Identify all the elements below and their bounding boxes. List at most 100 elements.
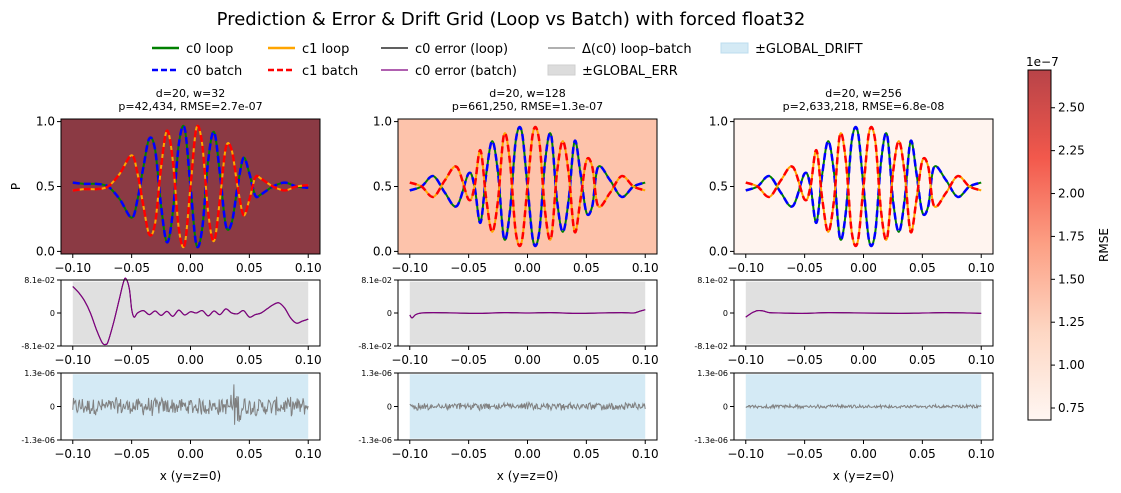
legend-label: c0 error (loop)	[415, 42, 508, 57]
x-axis-label: x (y=z=0)	[160, 469, 221, 483]
x-tick-label: −0.05	[113, 353, 150, 367]
x-tick-label: −0.05	[450, 261, 487, 275]
y-tick-label: 1.3e-06	[697, 369, 728, 378]
x-tick-label: −0.05	[786, 261, 823, 275]
colorbar-tick-label: 1.75	[1058, 229, 1085, 243]
x-tick-label: 0.10	[295, 353, 322, 367]
x-tick-label: 0.05	[573, 261, 600, 275]
y-tick-label: 0.0	[36, 244, 55, 258]
global-err-band	[72, 281, 309, 345]
legend: c0 loop c0 batch c1 loop c1 batch c0 error (…	[152, 42, 863, 79]
panel-title-line2: p=2,633,218, RMSE=6.8e-08	[783, 100, 945, 113]
x-tick-label: 0.10	[295, 261, 322, 275]
y-axis-label: P	[9, 183, 23, 190]
drift-line	[409, 400, 646, 412]
panel-column-1: d=20, w=32p=42,434, RMSE=2.7e-07 0.0 0.5 1.…	[9, 87, 322, 483]
y-tick-label: 8.1e-02	[24, 276, 55, 285]
x-tick-label: −0.10	[727, 447, 764, 461]
y-tick-label: -1.3e-06	[694, 436, 728, 445]
series-line-batch-1	[72, 124, 309, 249]
y-tick-label: 1.0	[709, 115, 728, 129]
legend-label: ±GLOBAL_DRIFT	[755, 42, 863, 57]
x-tick-label: 0.10	[632, 353, 659, 367]
x-axis-label: x (y=z=0)	[833, 469, 894, 483]
y-tick-label: 1.3e-06	[361, 369, 392, 378]
y-tick-label: -1.3e-06	[358, 436, 392, 445]
legend-label: Δ(c0) loop–batch	[582, 42, 692, 57]
x-tick-label: −0.05	[450, 353, 487, 367]
x-tick-label: 0.05	[909, 353, 936, 367]
y-tick-label: 0	[387, 403, 392, 412]
legend-label: c0 batch	[186, 64, 242, 79]
error-line-batch	[745, 309, 982, 318]
colorbar-tick-label: 2.50	[1058, 101, 1085, 115]
colorbar-label: RMSE	[1097, 228, 1111, 262]
x-tick-label: −0.10	[391, 447, 428, 461]
y-tick-label: 0.0	[709, 244, 728, 258]
x-tick-label: 0.10	[968, 353, 995, 367]
y-tick-label: 1.3e-06	[24, 369, 55, 378]
colorbar-tick-label: 0.75	[1058, 401, 1085, 415]
legend-label: c1 batch	[302, 64, 358, 79]
x-tick-label: 0.00	[514, 353, 541, 367]
y-tick-label: 0.5	[373, 180, 392, 194]
y-tick-label: 1.0	[373, 115, 392, 129]
x-tick-label: −0.10	[54, 261, 91, 275]
y-tick-label: 0	[387, 309, 392, 318]
x-tick-label: −0.05	[113, 261, 150, 275]
panel-title-line1: d=20, w=128	[489, 87, 565, 100]
y-tick-label: -8.1e-02	[694, 342, 728, 351]
series-line-batch-1	[745, 125, 982, 248]
x-tick-label: 0.10	[968, 447, 995, 461]
x-tick-label: 0.00	[850, 353, 877, 367]
panel-title-line1: d=20, w=256	[825, 87, 901, 100]
x-tick-label: −0.10	[727, 353, 764, 367]
error-line-batch	[409, 309, 646, 319]
x-tick-label: 0.05	[909, 447, 936, 461]
x-tick-label: −0.10	[54, 447, 91, 461]
panel-title-line1: d=20, w=32	[156, 87, 225, 100]
y-tick-label: 0.5	[36, 180, 55, 194]
x-tick-label: 0.05	[236, 261, 263, 275]
y-tick-label: 0.5	[709, 180, 728, 194]
x-tick-label: 0.00	[514, 261, 541, 275]
global-drift-band	[72, 374, 309, 439]
error-line-batch	[72, 277, 309, 346]
x-tick-label: 0.05	[573, 447, 600, 461]
legend-patch	[547, 64, 576, 76]
x-tick-label: 0.05	[573, 353, 600, 367]
y-tick-label: 8.1e-02	[697, 276, 728, 285]
panel-title-line2: p=42,434, RMSE=2.7e-07	[118, 100, 262, 113]
x-tick-label: 0.00	[850, 447, 877, 461]
x-tick-label: 0.00	[177, 261, 204, 275]
colorbar-exponent: 1e−7	[1026, 55, 1059, 69]
series-line-batch-0	[409, 125, 646, 248]
x-tick-label: −0.10	[391, 261, 428, 275]
y-tick-label: 1.0	[36, 115, 55, 129]
x-tick-label: 0.00	[850, 261, 877, 275]
x-tick-label: 0.10	[295, 447, 322, 461]
y-tick-label: 0	[50, 309, 55, 318]
panel-grid: d=20, w=32p=42,434, RMSE=2.7e-07 0.0 0.5 1.…	[9, 87, 995, 483]
x-tick-label: −0.10	[727, 261, 764, 275]
x-tick-label: 0.00	[177, 447, 204, 461]
x-tick-label: 0.00	[177, 353, 204, 367]
drift-line	[745, 402, 982, 410]
x-tick-label: −0.05	[113, 447, 150, 461]
colorbar-tick-label: 1.50	[1058, 272, 1085, 286]
y-tick-label: 8.1e-02	[361, 276, 392, 285]
colorbar-tick-label: 1.25	[1058, 315, 1085, 329]
y-tick-label: 0	[723, 403, 728, 412]
x-tick-label: 0.10	[632, 261, 659, 275]
drift-line	[72, 384, 309, 425]
colorbar-tick-label: 2.25	[1058, 144, 1085, 158]
x-tick-label: 0.00	[514, 447, 541, 461]
panel-title-line2: p=661,250, RMSE=1.3e-07	[452, 100, 603, 113]
x-tick-label: 0.05	[236, 447, 263, 461]
series-line-batch-0	[72, 124, 309, 249]
y-tick-label: 0.0	[373, 244, 392, 258]
x-axis-label: x (y=z=0)	[497, 469, 558, 483]
legend-patch	[720, 42, 749, 54]
